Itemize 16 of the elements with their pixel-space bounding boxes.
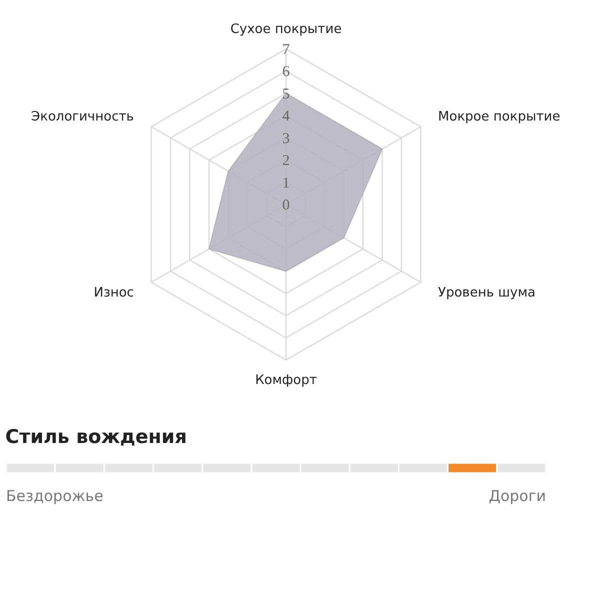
y-tick-label: 2 xyxy=(282,153,290,170)
text: Дороги xyxy=(488,487,546,505)
y-tick-label: 7 xyxy=(282,42,290,58)
y-tick-label: 1 xyxy=(282,175,290,192)
chart-title: Стиль вождения xyxy=(5,426,187,448)
spoke-label: Износ xyxy=(94,285,134,300)
y-tick-label: 6 xyxy=(282,64,290,80)
y-tick-label: 3 xyxy=(282,130,290,147)
spoke-label: Уровень шума xyxy=(438,285,536,300)
spoke-label: Мокрое покрытие xyxy=(438,110,560,125)
spoke-label: Сухое покрытие xyxy=(230,22,342,37)
y-tick-label: 0 xyxy=(282,198,290,214)
spoke-label: Комфорт xyxy=(255,373,318,388)
y-tick-label: 4 xyxy=(282,108,290,125)
text: Бездорожье xyxy=(6,487,104,505)
spoke-label: Экологичность xyxy=(31,110,134,125)
